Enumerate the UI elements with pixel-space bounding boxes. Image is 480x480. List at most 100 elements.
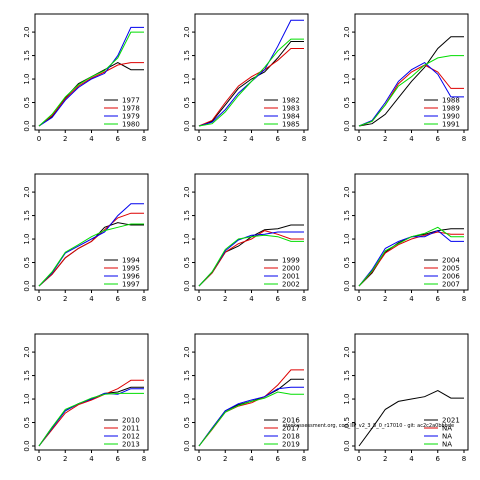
x-tick-label: 0 [357, 295, 361, 303]
legend-label: 2017 [282, 425, 300, 433]
x-tick-label: 2 [383, 455, 387, 463]
y-tick-label: 0.0 [23, 280, 31, 291]
series-line-2013 [38, 392, 144, 447]
legend-label: 2013 [122, 441, 140, 449]
legend-label: 1994 [122, 257, 140, 265]
x-tick-label: 8 [142, 135, 146, 143]
x-tick-label: 0 [357, 135, 361, 143]
legend-label: 1988 [442, 97, 460, 105]
y-tick-label: 1.0 [23, 233, 31, 244]
legend-label: 1997 [122, 281, 140, 289]
x-tick-label: 8 [302, 295, 306, 303]
x-tick-label: 8 [142, 295, 146, 303]
x-tick-label: 2 [223, 295, 227, 303]
legend-label: 2007 [442, 281, 460, 289]
x-tick-label: 8 [302, 135, 306, 143]
y-tick-label: 1.5 [23, 210, 31, 221]
legend-label: 2000 [282, 265, 300, 273]
legend-label: 1989 [442, 105, 460, 113]
y-tick-label: 1.5 [343, 50, 351, 61]
series-line-2000 [198, 230, 304, 287]
series-line-1980 [38, 31, 144, 127]
y-tick-label: 2.0 [183, 187, 191, 198]
y-tick-label: 0.5 [183, 257, 191, 268]
y-tick-label: 1.5 [183, 50, 191, 61]
y-tick-label: 1.5 [23, 370, 31, 381]
series-line-1996 [38, 203, 144, 287]
y-tick-label: 0.5 [343, 97, 351, 108]
y-tick-label: 2.0 [23, 187, 31, 198]
legend-label: 2004 [442, 257, 460, 265]
x-tick-label: 4 [249, 135, 254, 143]
legend-label: 1983 [282, 105, 300, 113]
y-tick-label: 1.5 [343, 370, 351, 381]
series-line-2007 [358, 226, 464, 287]
legend-label: 1982 [282, 97, 300, 105]
legend-label: NA [442, 441, 452, 449]
y-tick-label: 1.0 [183, 393, 191, 404]
y-tick-label: 2.0 [183, 27, 191, 38]
x-tick-label: 0 [197, 455, 201, 463]
y-tick-label: 1.5 [23, 50, 31, 61]
legend-label: 1980 [122, 121, 140, 129]
series-line-1985 [198, 38, 304, 127]
legend-label: 2021 [442, 417, 460, 425]
y-tick-label: 0.0 [183, 440, 191, 451]
x-tick-label: 4 [409, 135, 414, 143]
series-line-2019 [198, 391, 304, 447]
y-tick-label: 0.5 [183, 417, 191, 428]
legend-label: 2016 [282, 417, 300, 425]
y-tick-label: 0.5 [23, 257, 31, 268]
y-tick-label: 1.0 [23, 393, 31, 404]
x-tick-label: 2 [383, 135, 387, 143]
y-tick-label: 0.0 [343, 280, 351, 291]
x-tick-label: 4 [249, 455, 254, 463]
legend-label: 2018 [282, 433, 300, 441]
legend-label: 2006 [442, 273, 460, 281]
x-tick-label: 0 [197, 135, 201, 143]
x-tick-label: 6 [116, 295, 121, 303]
source-annotation: stockassessment.org, cod_IIP_v2_3_8_0_r1… [283, 423, 454, 429]
series-line-1997 [38, 223, 144, 287]
y-tick-label: 0.0 [23, 120, 31, 131]
legend-label: 1995 [122, 265, 140, 273]
y-tick-label: 1.5 [343, 210, 351, 221]
legend-label: NA [442, 433, 452, 441]
x-tick-label: 6 [436, 135, 441, 143]
series-line-1982 [198, 41, 304, 127]
y-tick-label: 0.0 [343, 440, 351, 451]
x-tick-label: 6 [276, 455, 281, 463]
x-tick-label: 8 [462, 135, 466, 143]
x-tick-label: 4 [89, 135, 94, 143]
series-line-1978 [38, 62, 144, 127]
x-tick-label: 0 [37, 295, 41, 303]
x-tick-label: 4 [89, 295, 94, 303]
x-tick-label: 8 [302, 455, 306, 463]
y-tick-label: 2.0 [183, 347, 191, 358]
x-tick-label: 0 [37, 135, 41, 143]
legend-label: 1991 [442, 121, 460, 129]
series-line-2012 [38, 388, 144, 447]
series-line-2018 [198, 386, 304, 447]
y-tick-label: 0.0 [23, 440, 31, 451]
x-tick-label: 6 [436, 455, 441, 463]
x-tick-label: 6 [276, 135, 281, 143]
y-tick-label: 2.0 [343, 187, 351, 198]
legend-label: 2012 [122, 433, 140, 441]
y-tick-label: 0.0 [183, 120, 191, 131]
y-tick-label: 2.0 [343, 347, 351, 358]
series-line-1983 [198, 48, 304, 127]
x-tick-label: 0 [37, 455, 41, 463]
y-tick-label: 1.0 [183, 233, 191, 244]
y-tick-label: 0.5 [343, 257, 351, 268]
series-line-1988 [358, 36, 464, 127]
y-tick-label: 2.0 [23, 27, 31, 38]
y-tick-label: 1.5 [183, 210, 191, 221]
